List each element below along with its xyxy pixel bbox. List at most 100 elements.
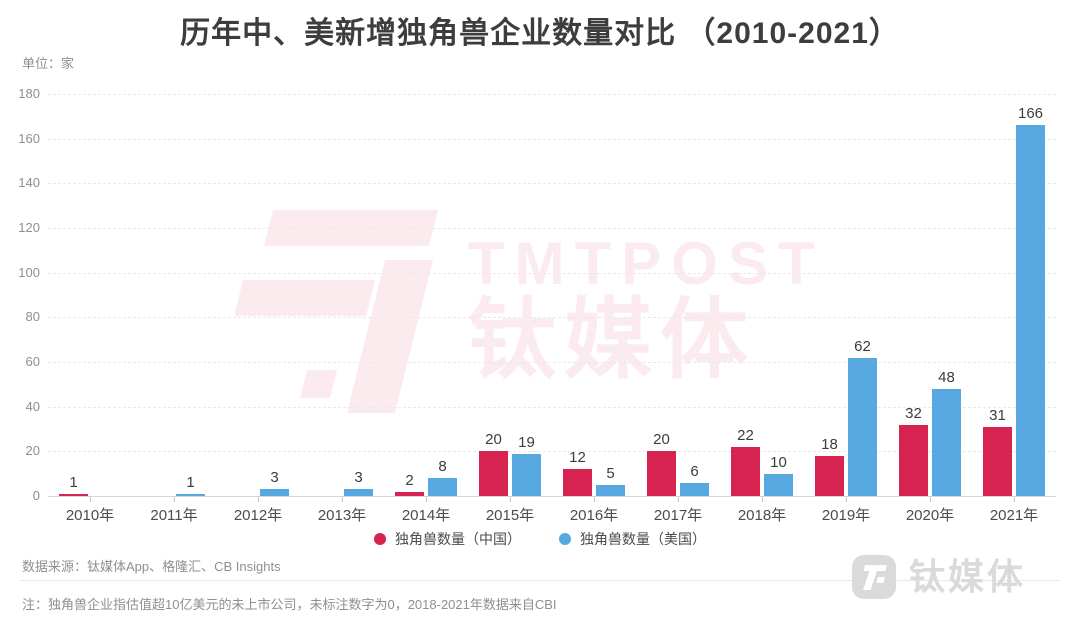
bar-usa-2015年	[512, 453, 541, 496]
plot-area: TMTPOST 钛媒体 1 1 3 3 2 8 20 19 12 5 20 6 22 10 18 62 32 48…	[48, 94, 1056, 497]
x-tick-label-2013年: 2013年	[317, 507, 367, 524]
bar-china-2015年	[479, 451, 508, 496]
bar-usa-2019年	[848, 357, 877, 496]
x-tick-label-2020年: 2020年	[905, 507, 955, 524]
footnote-text: 注：独角兽企业指估值超10亿美元的未上市公司，未标注数字为0，2018-2021…	[22, 597, 557, 612]
bar-value-label: 1	[69, 473, 78, 491]
y-tick-label-180: 180	[18, 86, 40, 101]
gridline-140	[48, 183, 1056, 185]
china-series-dot-icon	[374, 533, 386, 545]
x-tick-label-2016年: 2016年	[569, 507, 619, 524]
gridline-40	[48, 406, 1056, 408]
y-tick-label-0: 0	[32, 488, 40, 503]
x-axis-tick	[678, 497, 679, 502]
watermark-brand-en: TMTPOST	[468, 230, 825, 298]
x-tick-label-2021年: 2021年	[989, 507, 1039, 524]
unit-label: 单位：家	[22, 56, 75, 71]
bar-china-2018年	[731, 446, 760, 496]
bar-usa-2020年	[932, 388, 961, 496]
bar-value-label: 1	[186, 473, 195, 491]
y-tick-label-160: 160	[18, 130, 40, 146]
x-tick-label-2015年: 2015年	[485, 507, 535, 524]
bar-value-label: 20	[485, 431, 502, 449]
x-axis-tick	[846, 497, 847, 502]
brand-logo-text: 钛媒体	[909, 556, 1027, 597]
y-tick-label-140: 140	[18, 175, 40, 191]
footer-divider	[20, 580, 1060, 581]
bar-value-label: 2	[405, 471, 414, 489]
x-tick-label-2014年: 2014年	[401, 507, 451, 524]
brand-logo: 钛媒体	[852, 555, 1026, 599]
bar-usa-2013年	[344, 489, 373, 496]
x-axis-tick	[510, 497, 511, 502]
bar-value-label: 6	[690, 462, 699, 480]
data-source-text: 数据来源：钛媒体App、格隆汇、CB Insights	[22, 559, 281, 574]
bar-value-label: 20	[653, 431, 670, 449]
bar-china-2021年	[983, 426, 1012, 496]
watermark-brand-cn: 钛媒体	[468, 290, 757, 390]
watermark: TMTPOST 钛媒体	[235, 208, 855, 413]
x-tick-label-2017年: 2017年	[653, 507, 703, 524]
usa-series-dot-icon	[559, 533, 571, 545]
bar-china-2020年	[899, 424, 928, 496]
gridline-20	[48, 451, 1056, 453]
gridline-180	[48, 94, 1056, 95]
bar-value-label: 18	[821, 435, 838, 453]
x-axis-tick	[930, 497, 931, 502]
bar-value-label: 3	[270, 469, 279, 487]
bar-usa-2012年	[260, 489, 289, 496]
y-tick-label-20: 20	[25, 443, 40, 459]
bar-value-label: 12	[569, 449, 586, 467]
tmtpost-logo-icon	[852, 555, 896, 599]
bar-usa-2021年	[1016, 125, 1045, 496]
x-tick-label-2018年: 2018年	[737, 507, 787, 524]
y-tick-label-80: 80	[25, 309, 40, 325]
y-tick-label-120: 120	[18, 220, 40, 235]
bar-usa-2014年	[428, 478, 457, 496]
bar-value-label: 19	[518, 433, 535, 451]
legend: 独角兽数量（中国） 独角兽数量（美国）	[0, 529, 1080, 549]
bar-value-label: 48	[938, 368, 955, 386]
bar-value-label: 3	[354, 469, 363, 487]
x-axis-tick	[90, 497, 91, 502]
gridline-160	[48, 138, 1056, 140]
bar-china-2010年	[59, 493, 88, 496]
bar-china-2014年	[395, 491, 424, 496]
y-tick-label-100: 100	[18, 264, 40, 280]
legend-label-usa: 独角兽数量（美国）	[580, 531, 706, 547]
bar-value-label: 22	[737, 426, 754, 444]
chart-title: 历年中、美新增独角兽企业数量对比 （2010-2021）	[180, 17, 900, 50]
legend-item-china: 独角兽数量（中国）	[374, 529, 521, 549]
x-axis-tick	[258, 497, 259, 502]
legend-item-usa: 独角兽数量（美国）	[559, 529, 706, 549]
x-axis-tick	[1014, 497, 1015, 502]
bar-china-2016年	[563, 469, 592, 496]
gridline-60	[48, 362, 1056, 363]
x-axis-tick	[762, 497, 763, 502]
x-tick-label-2012年: 2012年	[233, 507, 283, 524]
bar-value-label: 32	[905, 404, 922, 422]
bar-usa-2016年	[596, 484, 625, 496]
bar-value-label: 8	[438, 458, 447, 476]
bar-usa-2017年	[680, 482, 709, 496]
x-axis-tick	[174, 497, 175, 502]
bar-usa-2011年	[176, 493, 205, 496]
bar-value-label: 10	[770, 453, 787, 471]
watermark-text: TMTPOST 钛媒体	[468, 234, 825, 386]
y-tick-label-60: 60	[25, 354, 40, 369]
tmtpost-logo-watermark-icon	[235, 210, 438, 413]
x-axis-tick	[594, 497, 595, 502]
bar-value-label: 166	[1017, 105, 1044, 123]
bar-value-label: 62	[854, 337, 871, 355]
gridline-120	[48, 228, 1056, 229]
bar-value-label: 31	[989, 406, 1006, 424]
y-tick-label-40: 40	[25, 398, 40, 414]
bar-china-2019年	[815, 455, 844, 496]
x-tick-label-2019年: 2019年	[821, 507, 871, 524]
bar-usa-2018年	[764, 473, 793, 496]
x-axis-tick	[426, 497, 427, 502]
x-axis-tick	[342, 497, 343, 502]
gridline-80	[48, 317, 1056, 319]
bar-value-label: 5	[606, 464, 615, 482]
